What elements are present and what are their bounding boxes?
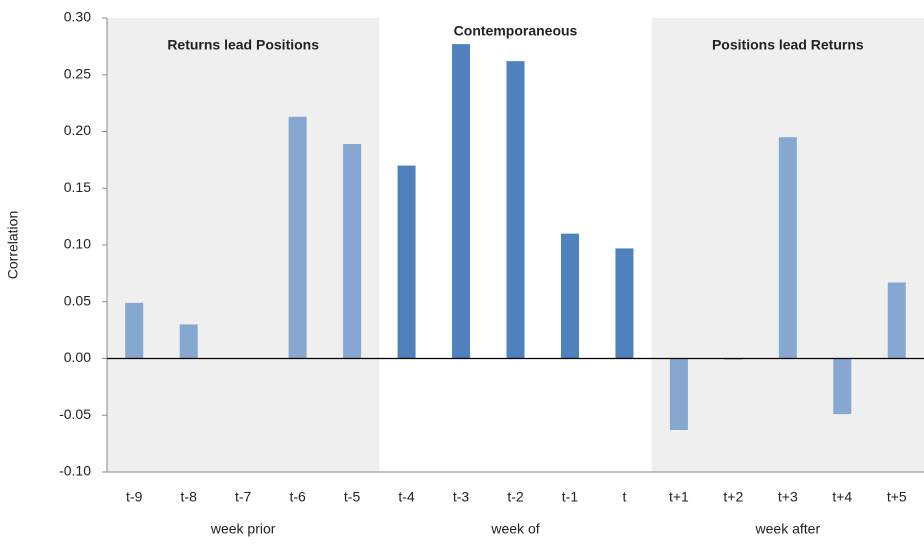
bar xyxy=(452,44,471,359)
x-tick-label: t+5 xyxy=(887,489,907,505)
y-tick-label: 0.25 xyxy=(64,65,91,81)
x-tick-label: t-6 xyxy=(289,489,306,505)
bar xyxy=(833,358,852,415)
x-tick-label: t+2 xyxy=(723,489,743,505)
region-label: Contemporaneous xyxy=(454,23,578,39)
bar xyxy=(669,358,688,431)
bar xyxy=(560,233,579,359)
y-tick-label: 0.15 xyxy=(64,179,91,195)
y-axis-label: Correlation xyxy=(5,211,21,279)
y-tick-label: 0.20 xyxy=(64,122,91,138)
x-tick-label: t-5 xyxy=(344,489,361,505)
x-tick-label: t-9 xyxy=(126,489,143,505)
x-tick-label: t xyxy=(622,489,626,505)
y-tick-label: 0.00 xyxy=(64,349,91,365)
bar xyxy=(506,61,525,359)
bar xyxy=(125,302,144,359)
y-tick-label: 0.05 xyxy=(64,292,91,308)
x-tick-label: t-7 xyxy=(235,489,252,505)
x-tick-label: t-4 xyxy=(398,489,415,505)
x-tick-label: t-3 xyxy=(453,489,470,505)
region-shade xyxy=(107,18,380,472)
x-tick-label: t-8 xyxy=(181,489,198,505)
group-axis-label: week of xyxy=(490,521,539,537)
x-tick-label: t+1 xyxy=(669,489,689,505)
y-tick-label: -0.05 xyxy=(59,406,91,422)
group-axis-label: week prior xyxy=(210,521,276,537)
x-tick-label: t-2 xyxy=(507,489,524,505)
bar xyxy=(887,282,906,359)
x-tick-label: t-1 xyxy=(562,489,579,505)
region-label: Positions lead Returns xyxy=(712,37,864,53)
bar xyxy=(288,116,307,359)
bar xyxy=(778,137,797,359)
y-tick-label: 0.10 xyxy=(64,236,91,252)
x-tick-label: t+4 xyxy=(832,489,852,505)
region-label: Returns lead Positions xyxy=(167,37,319,53)
y-tick-label: 0.30 xyxy=(64,9,91,25)
y-tick-label: -0.10 xyxy=(59,463,91,479)
x-tick-label: t+3 xyxy=(778,489,798,505)
group-axis-label: week after xyxy=(755,521,821,537)
bar xyxy=(179,324,198,359)
bar xyxy=(615,248,634,359)
bar xyxy=(397,165,416,359)
bar xyxy=(343,143,362,359)
